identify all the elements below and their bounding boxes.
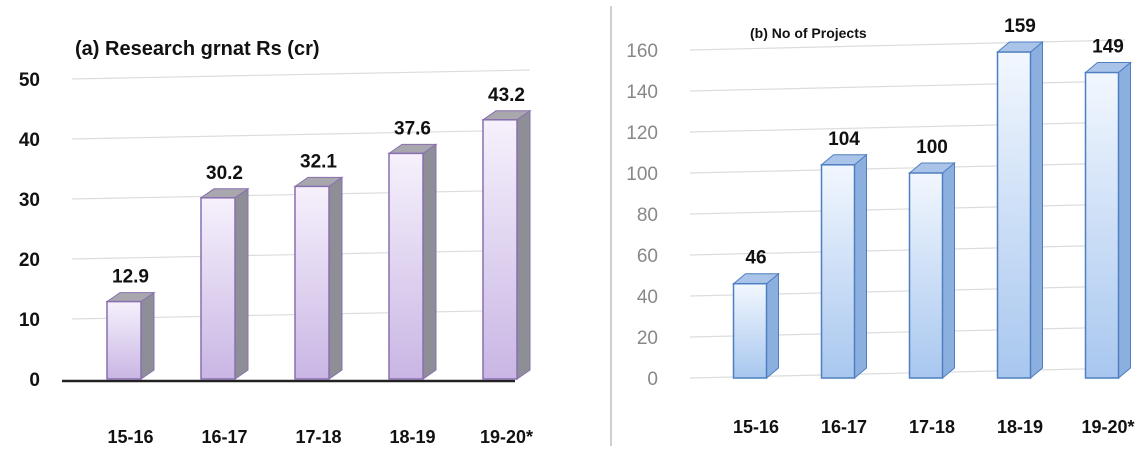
bar-side bbox=[516, 109, 531, 380]
x-tick-label: 17-18 bbox=[909, 417, 955, 437]
bar-front bbox=[388, 152, 424, 380]
y-tick-label: 20 bbox=[19, 250, 40, 271]
x-tick-label: 15-16 bbox=[107, 427, 153, 447]
data-label: 46 bbox=[745, 248, 766, 269]
bar-side bbox=[140, 291, 155, 380]
projects-chart: 0 20 40 60 80 100 120 140 160 46 104 100 159 149 15-… bbox=[626, 16, 1135, 437]
x-tick-label: 19-20* bbox=[480, 427, 533, 447]
data-label: 43.2 bbox=[488, 85, 525, 106]
y-tick-label: 100 bbox=[626, 164, 658, 185]
data-label: 159 bbox=[1004, 16, 1036, 37]
chart-b-title: (b) No of Projects bbox=[750, 25, 867, 41]
bar bbox=[293, 176, 344, 380]
x-tick-label: 18-19 bbox=[997, 417, 1043, 437]
bar-front bbox=[1084, 71, 1120, 379]
y-tick-label: 30 bbox=[19, 190, 40, 211]
grid-line bbox=[689, 244, 1126, 256]
y-tick-label: 10 bbox=[19, 310, 40, 331]
bar-side bbox=[1030, 40, 1043, 380]
bar-side bbox=[1118, 61, 1131, 380]
x-tick-label: 15-16 bbox=[733, 417, 779, 437]
y-tick-label: 140 bbox=[626, 82, 658, 103]
chart-a-title: (a) Research grnat Rs (cr) bbox=[75, 38, 320, 60]
y-tick-label: 0 bbox=[647, 369, 658, 390]
bar bbox=[481, 109, 532, 380]
y-tick-label: 120 bbox=[626, 123, 658, 144]
data-label: 100 bbox=[916, 137, 948, 158]
bar-side bbox=[422, 143, 437, 380]
grid-line bbox=[689, 162, 1126, 174]
data-label: 12.9 bbox=[112, 267, 149, 288]
grid-line bbox=[689, 203, 1126, 215]
bar-side bbox=[942, 161, 955, 380]
grid-line bbox=[689, 80, 1126, 92]
bar bbox=[996, 40, 1044, 380]
data-label: 37.6 bbox=[394, 118, 431, 139]
bars-b: 46 104 100 159 149 bbox=[732, 16, 1132, 380]
bar bbox=[908, 161, 956, 380]
x-axis-categories-b: 15-16 16-17 17-18 18-19 19-20* bbox=[733, 417, 1135, 437]
bar bbox=[105, 291, 156, 380]
y-tick-label: 160 bbox=[626, 41, 658, 62]
y-tick-label: 40 bbox=[19, 130, 40, 151]
bar-front bbox=[294, 185, 330, 380]
y-tick-label: 20 bbox=[637, 328, 658, 349]
bar-front bbox=[200, 197, 236, 380]
research-grant-chart: 0 10 20 30 40 50 12.9 30.2 32.1 37.6 43.2 15-16 16… bbox=[19, 38, 533, 447]
x-tick-label: 17-18 bbox=[295, 427, 341, 447]
bar-side bbox=[766, 272, 779, 380]
grid-line bbox=[71, 129, 531, 140]
bar-front bbox=[908, 172, 944, 379]
y-tick-label: 80 bbox=[637, 205, 658, 226]
bar bbox=[387, 143, 438, 380]
bar-front bbox=[996, 51, 1032, 379]
bar-side bbox=[234, 187, 249, 380]
bar-front bbox=[482, 119, 518, 380]
panel-divider bbox=[610, 6, 612, 446]
bar-side bbox=[328, 176, 343, 380]
bar bbox=[732, 272, 780, 380]
y-axis-ticks-a: 0 10 20 30 40 50 bbox=[19, 70, 40, 391]
data-label: 149 bbox=[1092, 37, 1124, 58]
y-tick-label: 50 bbox=[19, 70, 40, 91]
y-tick-label: 0 bbox=[29, 370, 40, 391]
bar-front bbox=[820, 164, 856, 379]
data-label: 104 bbox=[828, 129, 860, 150]
grid-line bbox=[689, 39, 1126, 51]
bar-front bbox=[106, 300, 142, 380]
x-tick-label: 16-17 bbox=[201, 427, 247, 447]
bar bbox=[199, 187, 250, 380]
bar-front bbox=[732, 282, 768, 379]
x-axis-categories-a: 15-16 16-17 17-18 18-19 19-20* bbox=[107, 427, 533, 447]
bars-a: 12.9 30.2 32.1 37.6 43.2 bbox=[105, 85, 532, 380]
bar bbox=[1084, 61, 1132, 380]
data-label: 30.2 bbox=[206, 163, 243, 184]
bar bbox=[820, 153, 868, 380]
y-tick-label: 40 bbox=[637, 287, 658, 308]
grid-line bbox=[71, 69, 531, 80]
grid-line bbox=[689, 121, 1126, 133]
data-label: 32.1 bbox=[300, 151, 337, 172]
bar-side bbox=[854, 153, 867, 380]
x-tick-label: 19-20* bbox=[1081, 417, 1134, 437]
y-axis-ticks-b: 0 20 40 60 80 100 120 140 160 bbox=[626, 41, 658, 390]
x-tick-label: 16-17 bbox=[821, 417, 867, 437]
x-tick-label: 18-19 bbox=[389, 427, 435, 447]
y-tick-label: 60 bbox=[637, 246, 658, 267]
